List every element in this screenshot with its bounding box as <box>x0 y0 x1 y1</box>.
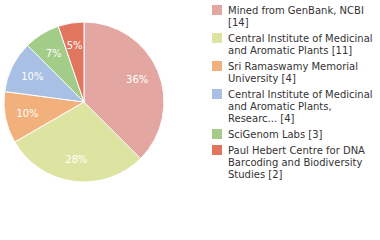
data-labels: 36% 28% 10% 10% 7% 5% <box>16 40 148 165</box>
legend: Mined from GenBank, NCBI[14] Central Inst… <box>212 5 373 180</box>
data-label: 36% <box>126 74 148 85</box>
chart: 36% 28% 10% 10% 7% 5% Mined from GenBank, NCBI… <box>0 0 380 240</box>
pie-slice <box>15 102 141 182</box>
legend-swatch <box>212 61 222 71</box>
legend-label: Central Institute of Medicinaland Aromat… <box>228 89 373 124</box>
legend-swatch <box>212 33 222 43</box>
data-label: 7% <box>46 48 62 59</box>
legend-swatch <box>212 5 222 15</box>
legend-swatch <box>212 89 222 99</box>
legend-swatch <box>212 145 222 155</box>
data-label: 10% <box>21 71 43 82</box>
data-label: 28% <box>65 154 87 165</box>
legend-label: Paul Hebert Centre for DNABarcoding and … <box>228 145 365 180</box>
legend-swatch <box>212 129 222 139</box>
legend-label: Mined from GenBank, NCBI[14] <box>228 5 364 28</box>
legend-label: Central Institute of Medicinaland Aromat… <box>228 33 373 56</box>
pie-slice <box>58 22 84 102</box>
data-label: 10% <box>16 108 38 119</box>
legend-label: Sri Ramaswamy MemorialUniversity [4] <box>228 61 358 84</box>
legend-label: SciGenom Labs [3] <box>228 129 323 140</box>
data-label: 5% <box>67 40 83 51</box>
pie <box>4 22 164 182</box>
